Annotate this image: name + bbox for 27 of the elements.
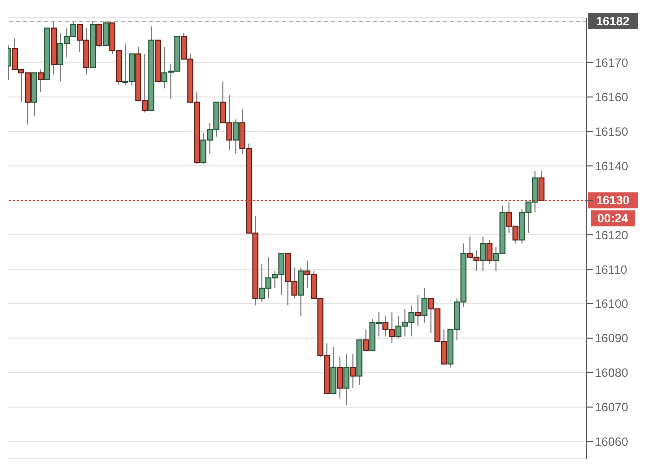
candlestick: [538, 170, 545, 202]
candlestick: [486, 240, 493, 265]
y-tick-label: 16140: [595, 159, 629, 174]
candlestick: [103, 20, 110, 46]
text: 00:24: [598, 212, 629, 226]
y-tick-label: 16070: [595, 400, 629, 415]
candlestick: [422, 288, 428, 324]
candlestick: [350, 353, 356, 389]
y-tick-label: 16120: [595, 228, 629, 242]
y-tick-label: 16060: [595, 435, 629, 450]
candlestick: [96, 24, 103, 48]
y-tick-label: 16110: [595, 262, 628, 277]
candlestick: [337, 356, 344, 400]
y-tick-label: 16100: [595, 297, 629, 312]
y-tick-label: 16160: [595, 90, 629, 104]
y-tick-label: 16130: [596, 194, 630, 208]
y-tick-label: 16080: [595, 366, 629, 380]
y-tick-label: 16170: [595, 56, 629, 70]
candlestick: [38, 69, 44, 93]
candlestick: [344, 353, 350, 406]
candlestick: [363, 329, 370, 351]
candlestick: [415, 294, 422, 327]
y-tick-label: 16150: [595, 124, 629, 139]
ref-line-label: 16182: [596, 14, 630, 28]
candlestick: [233, 119, 240, 155]
y-tick-label: 16090: [595, 332, 629, 346]
candlestick: [480, 236, 486, 272]
